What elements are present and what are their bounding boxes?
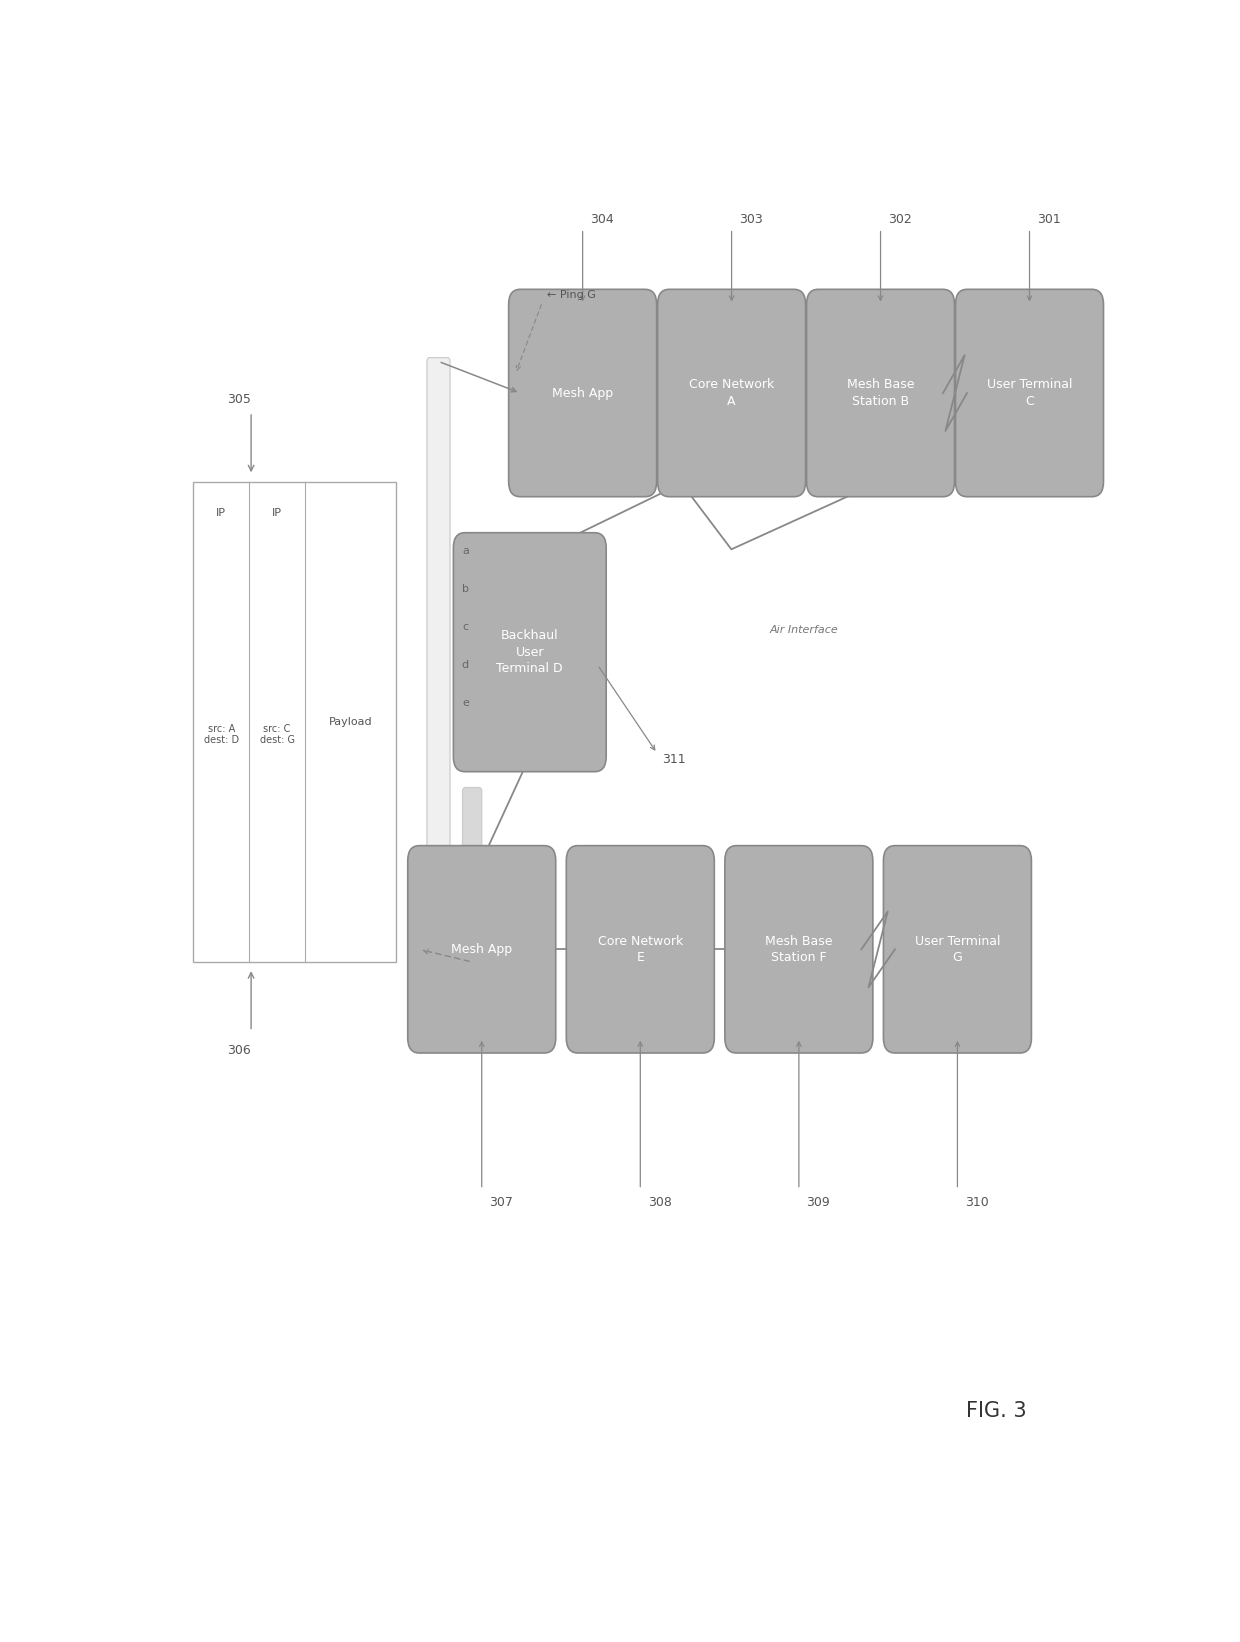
- FancyBboxPatch shape: [657, 289, 806, 496]
- Text: ← Ping G: ← Ping G: [547, 291, 596, 300]
- Text: Mesh App: Mesh App: [451, 943, 512, 956]
- FancyBboxPatch shape: [408, 846, 556, 1053]
- Text: Mesh Base
Station B: Mesh Base Station B: [847, 378, 914, 407]
- Text: 306: 306: [227, 1044, 250, 1057]
- FancyBboxPatch shape: [463, 788, 481, 965]
- Text: a: a: [463, 547, 469, 557]
- Text: Backhaul
User
Terminal D: Backhaul User Terminal D: [496, 629, 563, 675]
- FancyBboxPatch shape: [883, 846, 1032, 1053]
- Text: 309: 309: [806, 1195, 831, 1209]
- Text: Payload: Payload: [329, 718, 372, 727]
- Text: src: C
dest: G: src: C dest: G: [259, 724, 295, 745]
- FancyBboxPatch shape: [725, 846, 873, 1053]
- Text: Core Network
A: Core Network A: [689, 378, 774, 407]
- Text: Mesh App: Mesh App: [552, 386, 614, 399]
- Text: 302: 302: [888, 213, 911, 227]
- Text: 310: 310: [965, 1195, 988, 1209]
- Text: 311: 311: [662, 754, 686, 767]
- FancyBboxPatch shape: [806, 289, 955, 496]
- Text: IP: IP: [216, 507, 227, 519]
- Text: 304: 304: [590, 213, 614, 227]
- Text: 303: 303: [739, 213, 763, 227]
- Text: c: c: [463, 622, 469, 632]
- Text: e: e: [463, 698, 469, 708]
- Text: 308: 308: [649, 1195, 672, 1209]
- FancyBboxPatch shape: [956, 289, 1104, 496]
- Text: User Terminal
C: User Terminal C: [987, 378, 1073, 407]
- Text: Air Interface: Air Interface: [770, 626, 838, 635]
- FancyBboxPatch shape: [567, 846, 714, 1053]
- FancyBboxPatch shape: [454, 532, 606, 772]
- Text: b: b: [463, 585, 469, 594]
- Text: Core Network
E: Core Network E: [598, 934, 683, 964]
- Text: 305: 305: [227, 392, 250, 406]
- Text: d: d: [461, 660, 469, 670]
- FancyBboxPatch shape: [427, 358, 450, 965]
- Text: src: A
dest: D: src: A dest: D: [203, 724, 239, 745]
- FancyBboxPatch shape: [508, 289, 657, 496]
- Text: IP: IP: [272, 507, 281, 519]
- Text: User Terminal
G: User Terminal G: [915, 934, 1001, 964]
- Text: FIG. 3: FIG. 3: [966, 1401, 1027, 1420]
- Text: 307: 307: [490, 1195, 513, 1209]
- FancyBboxPatch shape: [193, 481, 397, 962]
- Text: 301: 301: [1037, 213, 1061, 227]
- Text: Mesh Base
Station F: Mesh Base Station F: [765, 934, 832, 964]
